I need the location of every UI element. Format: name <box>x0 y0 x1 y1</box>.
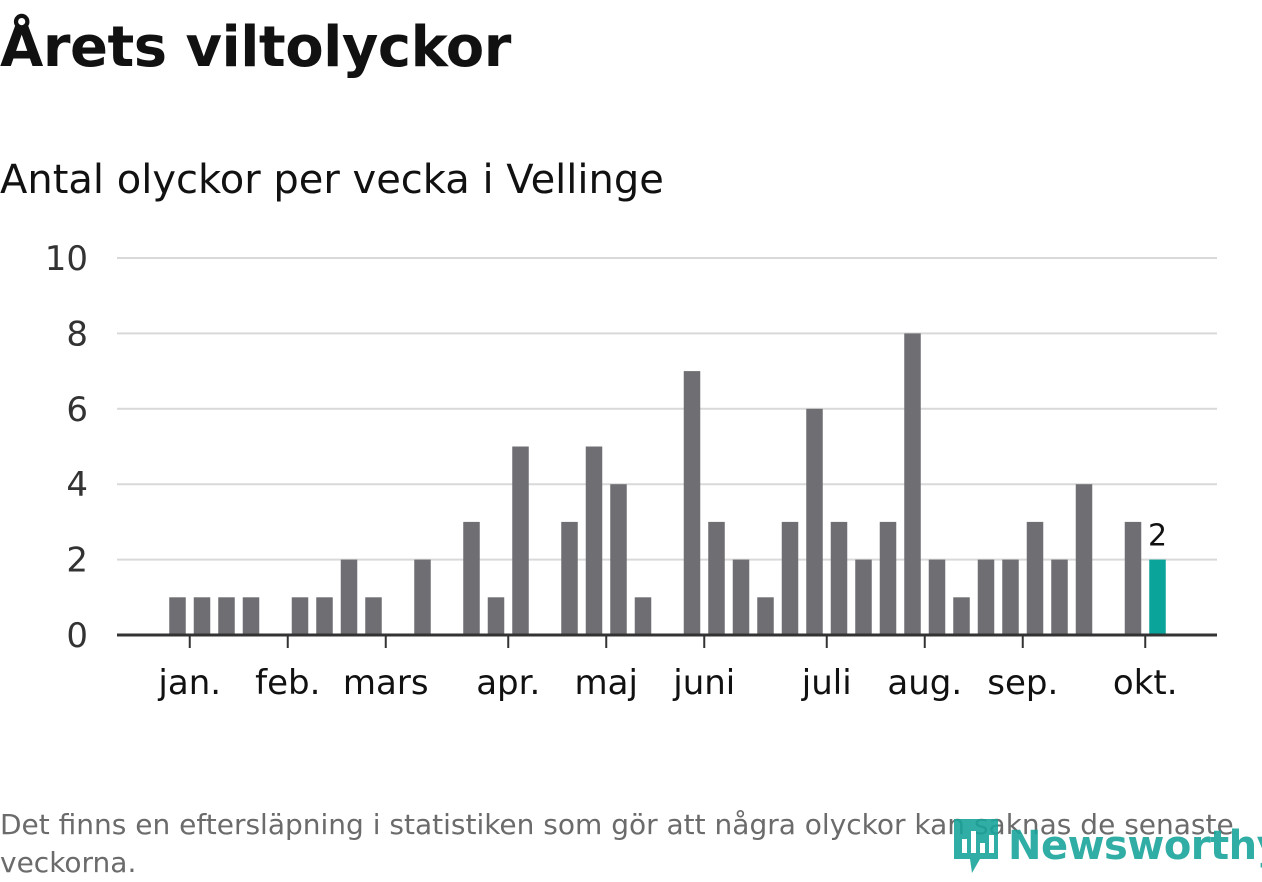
y-tick-label: 4 <box>66 465 88 505</box>
y-tick-label: 2 <box>66 541 88 581</box>
bar <box>193 597 211 635</box>
y-tick-label: 0 <box>66 616 88 656</box>
bar <box>365 597 382 635</box>
bar <box>757 597 774 635</box>
bar <box>487 597 505 635</box>
data-label: 2 <box>1148 519 1167 554</box>
bar <box>879 521 897 635</box>
x-tick-label: apr. <box>476 663 540 703</box>
x-axis-ticks: jan. feb. mars apr. maj juni juli aug. sep. okt. <box>157 635 1178 703</box>
y-tick-label: 8 <box>66 314 88 354</box>
x-tick-label: jan. <box>157 663 221 703</box>
bar <box>977 559 995 635</box>
y-tick-label: 10 <box>45 239 88 279</box>
bar <box>414 559 431 635</box>
footnote: Det finns en eftersläpning i statistiken… <box>0 808 1234 879</box>
bar <box>732 559 750 635</box>
bar <box>169 597 186 635</box>
bar <box>1075 484 1093 635</box>
bar <box>463 521 480 635</box>
bar <box>830 521 848 635</box>
bar <box>585 446 603 635</box>
gridlines <box>117 257 1217 561</box>
x-tick-label: feb. <box>255 663 320 703</box>
chart-title: Årets viltolyckor <box>0 15 511 80</box>
x-tick-label: maj <box>575 663 638 703</box>
bar <box>610 484 627 635</box>
x-tick-label: juni <box>672 663 735 703</box>
x-tick-label: okt. <box>1113 663 1178 703</box>
bar <box>340 559 358 635</box>
bar <box>634 597 652 635</box>
bar <box>683 371 701 635</box>
bar <box>904 333 921 635</box>
x-tick-label: sep. <box>987 663 1058 703</box>
logo-text: Newsworthy <box>1008 823 1262 869</box>
chart-subtitle: Antal olyckor per vecka i Vellinge <box>0 157 664 203</box>
y-tick-label: 6 <box>66 390 88 430</box>
bars <box>169 333 1166 635</box>
bar <box>291 597 309 635</box>
bar-chart: 0 2 4 6 8 10 2 jan. feb. mars apr. maj juni juli aug… <box>45 239 1217 703</box>
x-tick-label: aug. <box>887 663 962 703</box>
bar <box>1026 521 1044 635</box>
bar <box>316 597 333 635</box>
newsworthy-logo-icon <box>954 819 998 873</box>
bar <box>242 597 260 635</box>
x-tick-label: mars <box>343 663 429 703</box>
bar <box>781 521 799 635</box>
bar <box>1124 521 1142 635</box>
bar <box>806 408 823 635</box>
bar <box>953 597 970 635</box>
data-labels: 2 <box>1148 519 1167 554</box>
y-axis-ticks: 0 2 4 6 8 10 <box>45 239 88 656</box>
bar <box>512 446 529 635</box>
bar <box>1051 559 1068 635</box>
bar <box>218 597 235 635</box>
bar <box>561 521 578 635</box>
bar-highlighted <box>1149 559 1166 635</box>
newsworthy-logo: Newsworthy <box>950 815 1262 877</box>
bar <box>708 521 725 635</box>
bar <box>855 559 872 635</box>
bar <box>1002 559 1019 635</box>
x-tick-label: juli <box>801 663 852 703</box>
bar <box>928 559 946 635</box>
